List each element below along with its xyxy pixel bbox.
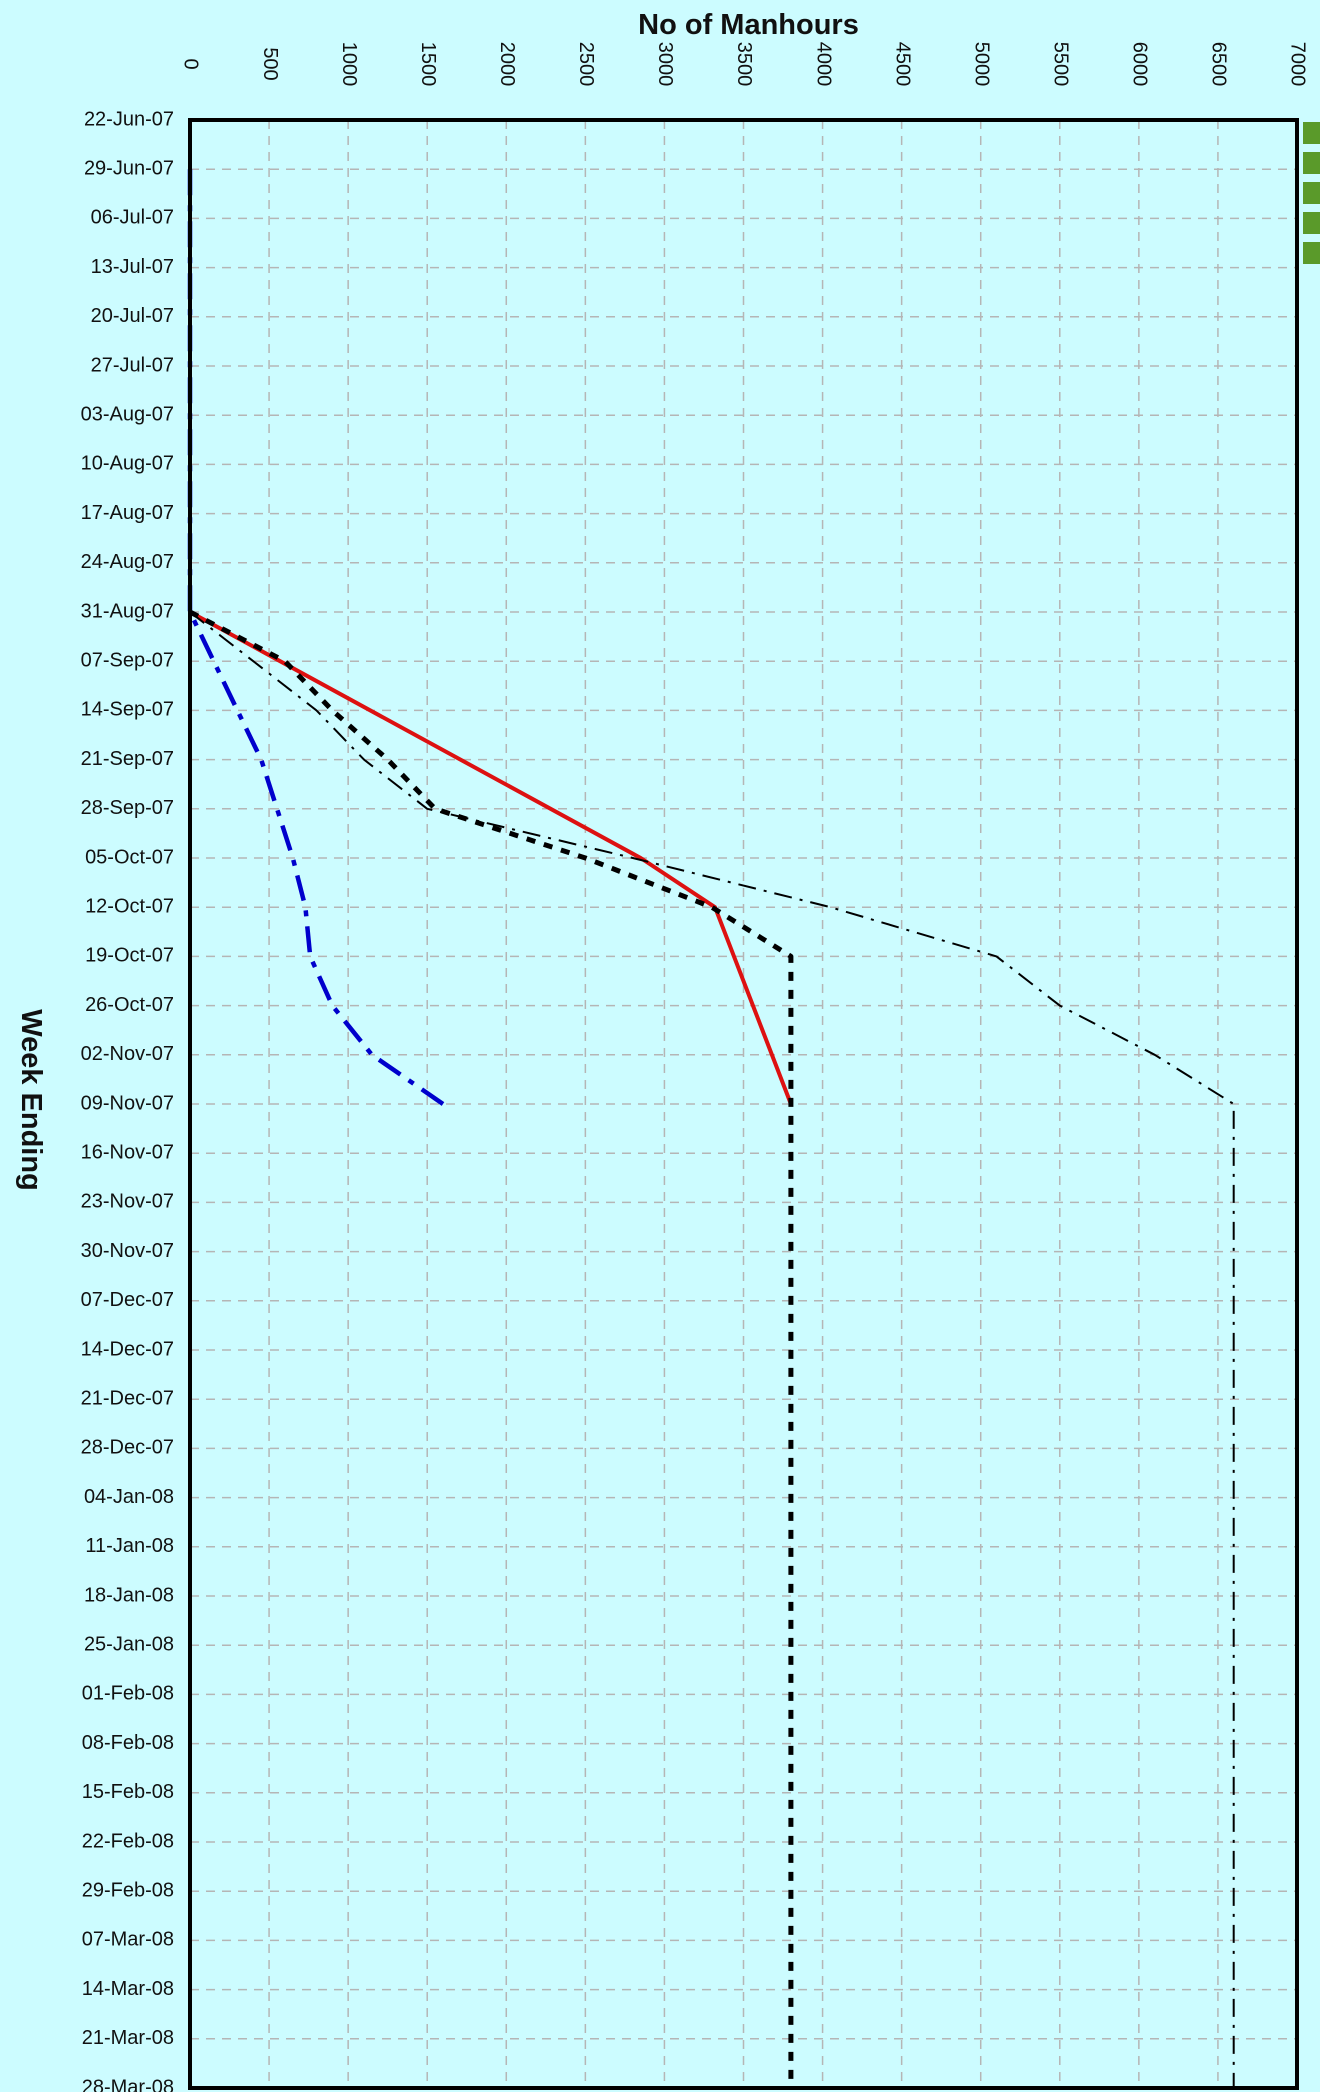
y-tick-label: 21-Mar-08 xyxy=(82,2027,174,2049)
y-tick-label: 07-Dec-07 xyxy=(81,1289,174,1311)
y-tick-label: 11-Jan-08 xyxy=(85,1535,174,1557)
y-tick-label: 13-Jul-07 xyxy=(91,256,174,278)
y-tick-label: 29-Feb-08 xyxy=(82,1879,174,1901)
y-tick-label: 19-Oct-07 xyxy=(85,945,174,967)
x-tick-label: 2500 xyxy=(575,42,597,87)
y-tick-label: 28-Mar-08 xyxy=(82,2076,174,2092)
x-axis-title: No of Manhours xyxy=(638,9,859,41)
y-tick-label: 12-Oct-07 xyxy=(85,895,174,917)
x-tick-label: 1000 xyxy=(338,42,360,87)
x-tick-label: 5500 xyxy=(1050,42,1072,87)
y-tick-label: 30-Nov-07 xyxy=(81,1240,174,1262)
y-tick-label: 16-Nov-07 xyxy=(81,1141,174,1163)
series-line-3 xyxy=(188,609,794,2088)
y-tick-label: 14-Sep-07 xyxy=(81,699,174,721)
y-tick-label: 04-Jan-08 xyxy=(84,1486,174,1508)
x-tick-label: 2000 xyxy=(496,42,518,87)
y-axis-title: Week Ending xyxy=(15,1009,47,1191)
y-tick-label: 01-Feb-08 xyxy=(82,1683,174,1705)
y-tick-label: 17-Aug-07 xyxy=(81,502,174,524)
y-tick-label: 18-Jan-08 xyxy=(84,1584,174,1606)
y-tick-label: 22-Jun-07 xyxy=(84,108,174,130)
y-tick-label: 24-Aug-07 xyxy=(81,551,174,573)
y-tick-label: 05-Oct-07 xyxy=(85,846,174,868)
y-tick-label: 09-Nov-07 xyxy=(81,1092,174,1114)
x-tick-label: 500 xyxy=(259,47,281,80)
x-tick-label: 5000 xyxy=(970,42,992,87)
series-line-4 xyxy=(189,611,1235,2088)
x-tick-label: 4500 xyxy=(891,42,913,87)
plot-frame xyxy=(188,118,1299,2090)
x-tick-label: 3500 xyxy=(733,42,755,87)
x-tick-label: 6000 xyxy=(1129,42,1151,87)
y-tick-label: 21-Sep-07 xyxy=(81,748,174,770)
series-line-1 xyxy=(187,169,445,1106)
y-tick-label: 14-Dec-07 xyxy=(81,1338,174,1360)
x-tick-label: 4000 xyxy=(812,42,834,87)
y-tick-label: 06-Jul-07 xyxy=(91,207,174,229)
series-line-2 xyxy=(189,610,793,1105)
x-tick-label: 7000 xyxy=(1287,42,1309,87)
y-tick-label: 28-Dec-07 xyxy=(81,1437,174,1459)
y-tick-label: 26-Oct-07 xyxy=(85,994,174,1016)
logo-fragment xyxy=(1303,122,1320,264)
y-tick-label: 27-Jul-07 xyxy=(91,354,174,376)
y-tick-label: 14-Mar-08 xyxy=(82,1978,174,2000)
x-tick-label: 1500 xyxy=(417,42,439,87)
series-layer xyxy=(187,169,1235,2088)
y-tick-label: 08-Feb-08 xyxy=(82,1732,174,1754)
y-tick-label: 15-Feb-08 xyxy=(82,1781,174,1803)
y-tick-label: 20-Jul-07 xyxy=(91,305,174,327)
y-tick-label: 10-Aug-07 xyxy=(81,453,174,475)
x-tick-label: 6500 xyxy=(1208,42,1230,87)
y-tick-label: 07-Sep-07 xyxy=(81,649,174,671)
y-tick-label: 29-Jun-07 xyxy=(84,157,174,179)
grid xyxy=(189,119,1298,2089)
y-tick-label: 22-Feb-08 xyxy=(82,1830,174,1852)
y-tick-label: 02-Nov-07 xyxy=(81,1043,174,1065)
y-tick-label: 31-Aug-07 xyxy=(81,600,174,622)
y-tick-label: 03-Aug-07 xyxy=(81,403,174,425)
x-tick-label: 3000 xyxy=(654,42,676,87)
y-tick-label: 23-Nov-07 xyxy=(81,1191,174,1213)
y-tick-label: 21-Dec-07 xyxy=(81,1387,174,1409)
x-tick-label: 0 xyxy=(180,58,202,69)
y-tick-label: 07-Mar-08 xyxy=(82,1929,174,1951)
x-tick-labels: 0 500 1000 1500 2000 2500 3000 3500 4000 4500 5000… xyxy=(180,42,1309,87)
y-tick-label: 28-Sep-07 xyxy=(81,797,174,819)
y-tick-labels: 22-Jun-07 29-Jun-07 06-Jul-07 13-Jul-07 20-J… xyxy=(81,108,174,2092)
y-tick-label: 25-Jan-08 xyxy=(84,1633,174,1655)
